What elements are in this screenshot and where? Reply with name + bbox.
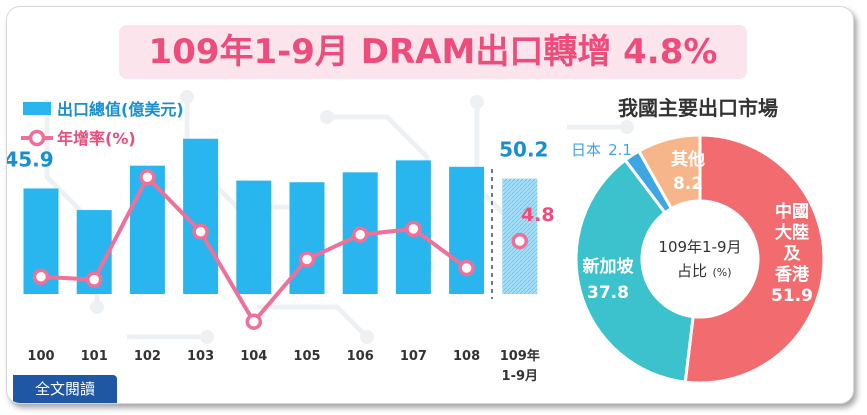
legend-line-label: 年增率(%) [57, 129, 136, 148]
center-label-unit: (%) [712, 266, 731, 279]
title-banner [119, 25, 747, 79]
x-tick-103: 103 [187, 349, 214, 364]
slice-china-hk-label-2: 及 [784, 244, 802, 264]
center-label-period: 109年1-9月 [658, 238, 741, 256]
x-tick-105: 105 [293, 349, 320, 364]
slice-china-hk-value: 51.9 [771, 286, 813, 306]
slice-other [636, 133, 702, 211]
slice-singapore-label: 新加坡 [583, 256, 634, 277]
center-label-share: 占比 [677, 262, 707, 280]
read-full-button[interactable]: 全文閱讀 [13, 375, 117, 403]
x-tick-104: 104 [240, 349, 267, 364]
slice-china-hk-label-1: 大陸 [775, 222, 809, 243]
slice-japan-value: 2.1 [608, 141, 632, 159]
slice-other-value: 8.2 [673, 174, 703, 194]
slice-singapore-value: 37.8 [587, 283, 629, 303]
infographic-card: 109年1-9月 DRAM出口轉增 4.8% 出口總值(億美元) 年增率(%) 45… [6, 6, 854, 404]
x-tick-100: 100 [27, 349, 54, 364]
data-label-100: 45.9 [7, 147, 54, 171]
growth-point-104 [245, 313, 263, 330]
growth-point-107 [405, 220, 422, 238]
slice-other-label: 其他 [671, 149, 705, 170]
growth-point-103 [192, 223, 209, 241]
growth-point-101 [85, 271, 103, 288]
bar-103 [183, 138, 219, 294]
x-tick-102: 102 [134, 349, 161, 364]
data-label-109年 1-9月: 4.8 [521, 204, 555, 226]
data-label-109年 1-9月: 50.2 [499, 138, 548, 162]
x-tick-107: 107 [400, 349, 427, 364]
x-tick-109年 1-9月: 109年 [500, 348, 540, 364]
x-tick-106: 106 [347, 349, 374, 364]
x-tick-101: 101 [81, 349, 108, 364]
x-tick-109年 1-9月-line2: 1-9月 [502, 369, 539, 384]
chart-area: 出口總值(億美元) 年增率(%)45.9 50.2 4.8 100 101 102 103 10… [7, 96, 826, 385]
legend-bar-label: 出口總值(億美元) [57, 100, 184, 119]
bar-105 [289, 182, 325, 294]
legend-line-marker [28, 129, 46, 147]
x-tick-108: 108 [453, 349, 480, 364]
growth-point-100 [32, 268, 50, 285]
bar-104 [236, 180, 272, 294]
growth-point-106 [351, 226, 369, 243]
legend-bar-swatch [23, 102, 51, 115]
growth-point-109年 1-9月 [511, 232, 529, 250]
growth-point-108 [458, 259, 475, 277]
donut-center [644, 203, 756, 315]
page-title: 109年1-9月 DRAM出口轉增 4.8% [148, 32, 718, 72]
slice-china-hk-label-3: 香港 [775, 264, 810, 285]
slice-singapore [574, 157, 695, 384]
pie-title: 我國主要出口市場 [618, 96, 778, 120]
growth-point-105 [298, 251, 316, 268]
slice-china-hk-label: 中國 [775, 201, 809, 222]
slice-china-hk [683, 133, 826, 385]
slice-japan-label: 日本 [571, 141, 601, 159]
growth-point-102 [139, 169, 156, 186]
